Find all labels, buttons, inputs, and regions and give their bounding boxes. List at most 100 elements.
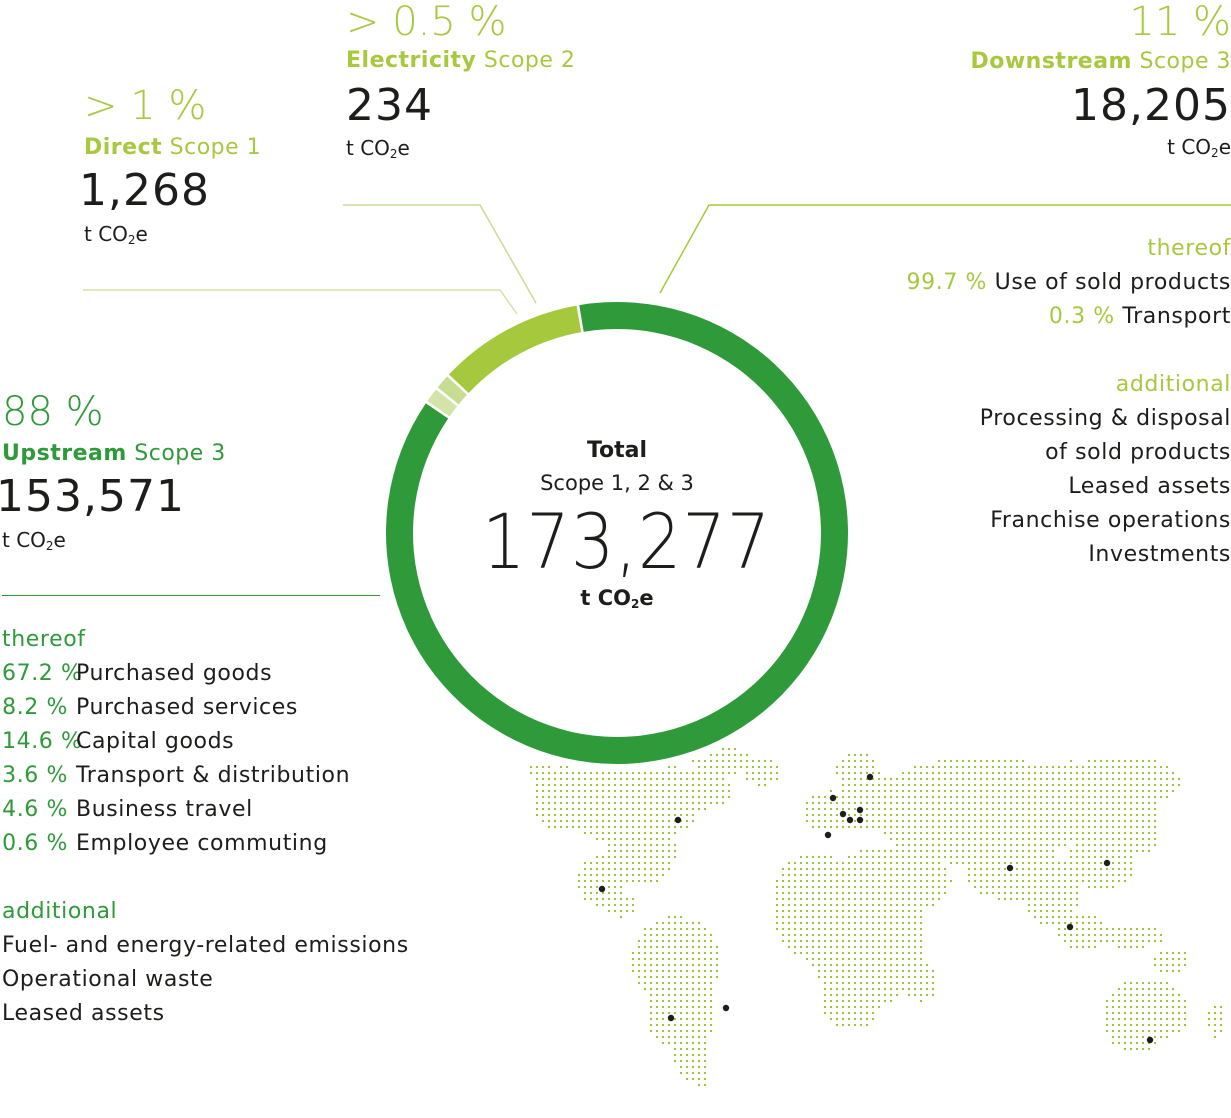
map-dot [824,802,826,804]
map-dot [680,934,682,936]
location-marker [722,1004,730,1012]
map-dot [644,796,646,798]
map-dot [1160,1036,1162,1038]
map-dot [1070,892,1072,894]
map-dot [914,766,916,768]
map-dot [782,934,784,936]
map-dot [806,856,808,858]
map-dot [704,772,706,774]
map-dot [674,832,676,834]
map-dot [1148,850,1150,852]
map-dot [1046,874,1048,876]
map-dot [896,940,898,942]
map-dot [1022,808,1024,810]
map-dot [1154,832,1156,834]
map-dot [638,964,640,966]
map-dot [668,916,670,918]
map-dot [614,784,616,786]
map-dot [866,952,868,954]
map-dot [854,958,856,960]
map-dot [662,802,664,804]
map-dot [860,976,862,978]
map-dot [836,958,838,960]
map-dot [914,970,916,972]
map-dot [878,784,880,786]
map-dot [896,802,898,804]
map-dot [1154,1006,1156,1008]
map-dot [884,832,886,834]
map-dot [1094,928,1096,930]
map-dot [1052,910,1054,912]
map-dot [956,838,958,840]
map-dot [884,850,886,852]
map-dot [692,952,694,954]
map-dot [926,970,928,972]
map-dot [638,802,640,804]
map-dot [854,868,856,870]
map-dot [818,916,820,918]
map-dot [812,856,814,858]
map-dot [884,970,886,972]
map-dot [1136,1018,1138,1020]
map-dot [950,850,952,852]
map-dot [1130,838,1132,840]
map-dot [812,820,814,822]
map-dot [992,838,994,840]
map-dot [1010,808,1012,810]
map-dot [908,952,910,954]
map-dot [668,844,670,846]
map-dot [1118,1012,1120,1014]
map-dot [962,832,964,834]
map-dot [1022,790,1024,792]
map-dot [1136,832,1138,834]
map-dot [1046,850,1048,852]
map-dot [914,874,916,876]
map-dot [620,826,622,828]
map-dot [698,1000,700,1002]
map-dot [974,790,976,792]
map-dot [674,1054,676,1056]
map-dot [704,760,706,762]
map-dot [812,886,814,888]
map-dot [560,778,562,780]
map-dot [1160,796,1162,798]
map-dot [800,904,802,906]
map-dot [830,958,832,960]
map-dot [1094,850,1096,852]
map-dot [824,820,826,822]
map-dot [656,1006,658,1008]
map-dot [896,994,898,996]
upstream-divider [2,595,380,596]
map-dot [950,802,952,804]
map-dot [1034,832,1036,834]
map-dot [1016,802,1018,804]
map-dot [956,772,958,774]
map-dot [896,814,898,816]
map-dot [596,856,598,858]
map-dot [1076,766,1078,768]
map-dot [902,802,904,804]
map-dot [818,862,820,864]
map-dot [680,778,682,780]
map-dot [806,904,808,906]
map-dot [602,862,604,864]
map-dot [938,766,940,768]
map-dot [692,1018,694,1020]
map-dot [914,934,916,936]
map-dot [692,802,694,804]
map-dot [830,922,832,924]
map-dot [764,760,766,762]
map-dot [1040,820,1042,822]
map-dot [638,844,640,846]
map-dot [926,988,928,990]
map-dot [764,784,766,786]
map-dot [686,982,688,984]
map-dot [1040,868,1042,870]
map-dot [968,850,970,852]
map-dot [632,958,634,960]
map-dot [1136,1030,1138,1032]
map-dot [950,778,952,780]
map-dot [626,790,628,792]
map-dot [638,772,640,774]
map-dot [632,904,634,906]
